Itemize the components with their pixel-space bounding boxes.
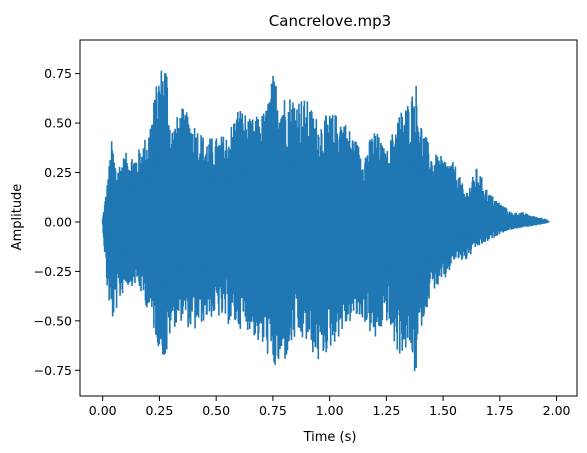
x-tick-label: 1.25 — [372, 403, 400, 418]
x-axis-label: Time (s) — [303, 430, 357, 445]
waveform-core-band — [102, 147, 550, 293]
x-tick-label: 0.00 — [89, 403, 117, 418]
x-tick-label: 1.50 — [429, 403, 457, 418]
y-tick-label: 0.25 — [44, 165, 72, 180]
chart-title: Cancrelove.mp3 — [269, 12, 391, 30]
x-tick-label: 1.00 — [316, 403, 344, 418]
y-tick-label: 0.75 — [44, 66, 72, 81]
y-tick-label: −0.50 — [34, 313, 72, 328]
y-tick-label: −0.75 — [34, 363, 72, 378]
x-axis: 0.00 0.25 0.50 0.75 1.00 1.25 1.50 1.75 2.00 — [89, 396, 571, 418]
x-tick-label: 0.25 — [146, 403, 174, 418]
x-tick-label: 1.75 — [486, 403, 514, 418]
y-tick-label: 0.00 — [44, 214, 72, 229]
y-axis-label: Amplitude — [10, 184, 25, 251]
waveform-layer — [101, 70, 551, 372]
x-tick-label: 2.00 — [543, 403, 571, 418]
y-axis: −0.75 −0.50 −0.25 0.00 0.25 0.50 0.75 — [34, 66, 80, 378]
y-tick-label: 0.50 — [44, 116, 72, 131]
plot-frame — [79, 39, 578, 397]
x-tick-label: 0.50 — [202, 403, 230, 418]
x-tick-label: 0.75 — [259, 403, 287, 418]
y-tick-label: −0.25 — [34, 264, 72, 279]
